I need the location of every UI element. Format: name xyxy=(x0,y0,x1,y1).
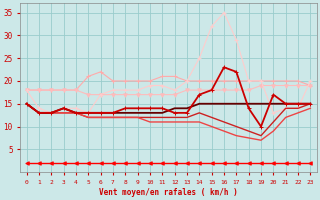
X-axis label: Vent moyen/en rafales ( km/h ): Vent moyen/en rafales ( km/h ) xyxy=(99,188,238,197)
